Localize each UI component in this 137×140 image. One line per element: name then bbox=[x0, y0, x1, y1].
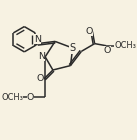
Text: S: S bbox=[70, 43, 76, 53]
Text: O: O bbox=[85, 27, 92, 36]
Text: O: O bbox=[37, 74, 44, 83]
Text: O: O bbox=[103, 46, 110, 55]
Text: OCH₃: OCH₃ bbox=[114, 41, 136, 50]
Text: OCH₃: OCH₃ bbox=[1, 93, 23, 102]
Text: N: N bbox=[38, 52, 45, 61]
Text: N: N bbox=[34, 35, 41, 44]
Text: O: O bbox=[27, 93, 34, 102]
